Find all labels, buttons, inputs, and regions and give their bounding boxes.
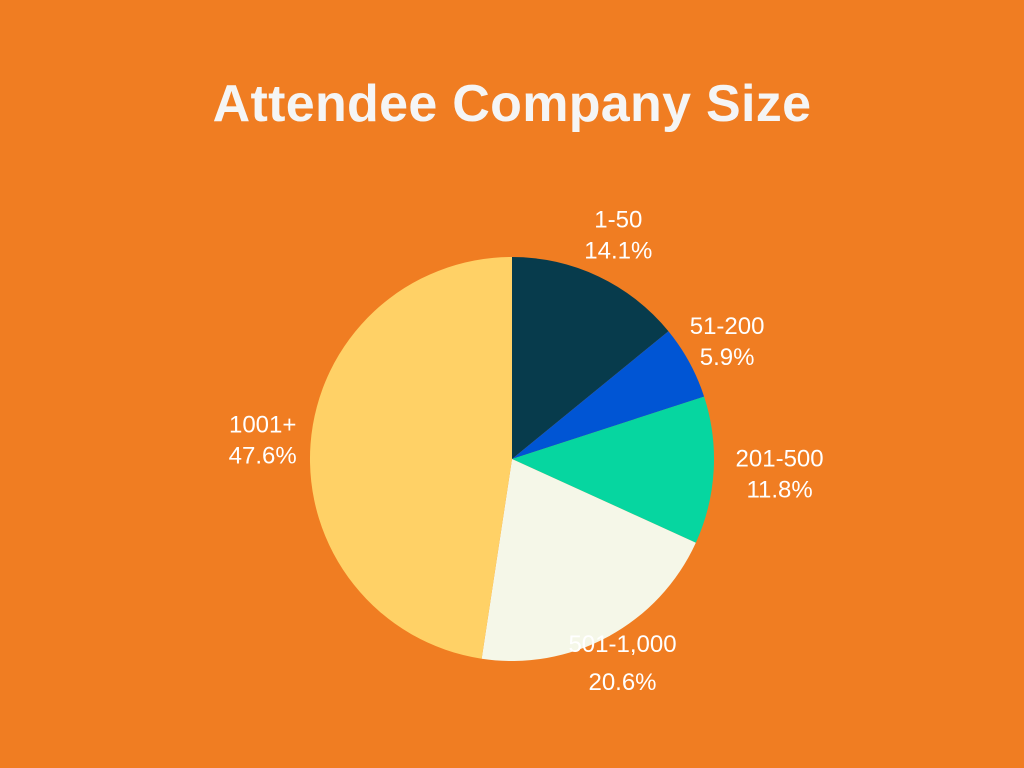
slice-category-label: 201-500 (736, 446, 824, 473)
slice-category-label: 501-1,000 (568, 631, 676, 658)
pie-slice-201-500 (512, 396, 714, 543)
slice-category-label: 1001+ (229, 412, 296, 439)
pie-slice-1-50 (512, 257, 669, 459)
slice-percent-label: 47.6% (229, 443, 297, 470)
slice-labels: 1-50 14.1% 51-200 5.9% 201-500 11.8% 501-1,000… (229, 206, 824, 696)
pie-slices (309, 257, 714, 662)
pie-slice-501-1-000 (481, 459, 696, 662)
pie-slice-51-200 (512, 331, 705, 459)
slice-percent-label: 14.1% (584, 237, 652, 264)
slice-category-label: 51-200 (690, 313, 765, 340)
slice-percent-label: 11.8% (746, 477, 812, 504)
slice-percent-label: 5.9% (700, 344, 755, 371)
pie-slice-1001+ (309, 257, 512, 659)
slice-category-label: 1-50 (594, 206, 642, 233)
slice-percent-label: 20.6% (588, 669, 656, 696)
chart-title: Attendee Company Size (212, 75, 812, 133)
